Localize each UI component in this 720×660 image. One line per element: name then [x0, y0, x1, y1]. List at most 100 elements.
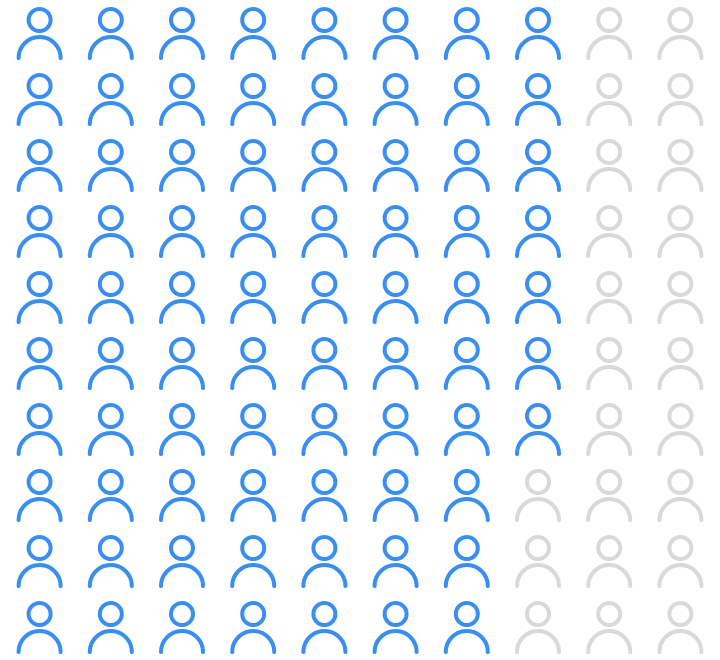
icon-head: [311, 535, 338, 561]
icon-body: [657, 431, 704, 456]
icon-body: [372, 497, 419, 522]
icon-body: [87, 497, 134, 522]
icon-filled: [16, 205, 63, 258]
icon-body: [515, 299, 561, 324]
icon-body: [87, 629, 134, 654]
icon-head: [525, 535, 551, 561]
icon-head: [382, 469, 409, 495]
icon-head: [169, 403, 195, 429]
icon-body: [515, 167, 561, 192]
icon-body: [230, 35, 277, 60]
icon-body: [87, 365, 134, 390]
icon-head: [453, 205, 480, 231]
icon-body: [657, 563, 704, 588]
icon-head: [453, 271, 480, 297]
icon-filled: [301, 403, 348, 456]
icon-head: [169, 205, 195, 231]
icon-head: [169, 601, 195, 627]
icon-head: [596, 403, 623, 429]
icon-body: [230, 629, 277, 654]
icon-body: [372, 431, 419, 456]
icon-body: [87, 431, 134, 456]
icon-filled: [372, 7, 419, 60]
icon-filled: [16, 403, 63, 456]
icon-body: [515, 497, 561, 522]
icon-head: [240, 535, 267, 561]
icon-body: [87, 233, 134, 258]
icon-filled: [443, 205, 490, 258]
icon-head: [240, 469, 267, 495]
icon-head: [169, 7, 195, 33]
icon-filled: [301, 535, 348, 588]
icon-head: [97, 337, 124, 363]
icon-body: [443, 233, 490, 258]
icon-body: [230, 299, 277, 324]
icon-empty: [657, 271, 704, 324]
icon-filled: [16, 469, 63, 522]
icon-body: [443, 365, 490, 390]
icon-filled: [16, 73, 63, 126]
icon-body: [443, 101, 490, 126]
icon-filled: [443, 73, 490, 126]
icon-head: [382, 601, 409, 627]
icon-body: [372, 35, 419, 60]
icon-body: [515, 233, 561, 258]
icon-body: [515, 35, 561, 60]
icon-head: [240, 601, 267, 627]
icon-body: [159, 563, 205, 588]
icon-head: [525, 205, 551, 231]
icon-filled: [515, 403, 561, 456]
icon-head: [667, 7, 694, 33]
icon-filled: [230, 73, 277, 126]
icon-body: [657, 167, 704, 192]
icon-body: [586, 167, 633, 192]
icon-head: [667, 139, 694, 165]
icon-head: [596, 205, 623, 231]
icon-empty: [657, 337, 704, 390]
icon-empty: [586, 469, 633, 522]
icon-head: [525, 73, 551, 99]
icon-body: [301, 563, 348, 588]
icon-body: [372, 233, 419, 258]
icon-head: [97, 403, 124, 429]
icon-body: [230, 431, 277, 456]
icon-body: [443, 629, 490, 654]
icon-body: [657, 101, 704, 126]
icon-body: [230, 167, 277, 192]
icon-body: [657, 233, 704, 258]
icon-filled: [515, 139, 561, 192]
icon-filled: [515, 73, 561, 126]
icon-head: [382, 205, 409, 231]
icon-body: [159, 101, 205, 126]
icon-head: [382, 403, 409, 429]
icon-empty: [515, 601, 561, 654]
icon-body: [515, 431, 561, 456]
icon-body: [159, 497, 205, 522]
icon-filled: [159, 271, 205, 324]
icon-body: [16, 497, 63, 522]
icon-head: [453, 469, 480, 495]
icon-head: [97, 205, 124, 231]
icon-body: [586, 233, 633, 258]
icon-body: [87, 167, 134, 192]
icon-filled: [301, 205, 348, 258]
icon-body: [230, 563, 277, 588]
icon-head: [382, 7, 409, 33]
icon-empty: [586, 337, 633, 390]
icon-filled: [87, 403, 134, 456]
icon-body: [657, 365, 704, 390]
icon-head: [453, 601, 480, 627]
icon-filled: [16, 271, 63, 324]
icon-head: [382, 535, 409, 561]
icon-body: [372, 101, 419, 126]
icon-filled: [16, 337, 63, 390]
icon-empty: [657, 535, 704, 588]
icon-head: [97, 535, 124, 561]
icon-filled: [87, 337, 134, 390]
icon-head: [667, 271, 694, 297]
icon-body: [159, 431, 205, 456]
icon-body: [372, 299, 419, 324]
icon-body: [301, 35, 348, 60]
icon-body: [301, 629, 348, 654]
icon-filled: [159, 139, 205, 192]
